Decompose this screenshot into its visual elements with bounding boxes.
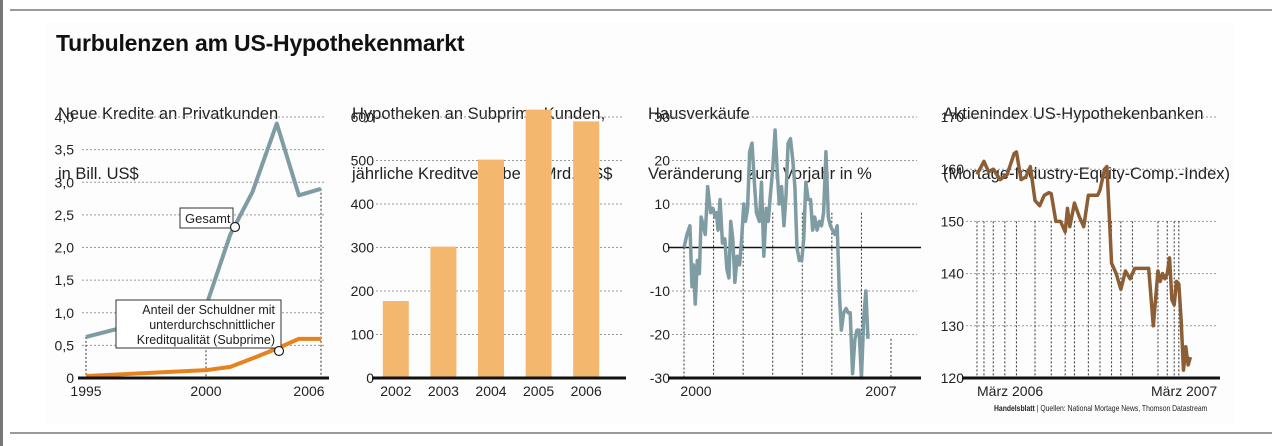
series-hausverkaeufe-line (682, 128, 870, 380)
y-tick-label: 600 (351, 109, 375, 125)
subprime-label-line: Anteil der Schuldner mit (142, 303, 275, 317)
gesamt-label: Gesamt (185, 211, 231, 226)
y-tick-label: -10 (650, 283, 670, 299)
chart1-subtitle: Neue Kredite an Privatkunden in Bill. US… (58, 64, 278, 204)
x-tick-label: 2003 (428, 383, 459, 399)
series-subprime-line (85, 336, 321, 379)
series-index-line (975, 150, 1193, 372)
bar-2006 (573, 121, 600, 378)
chart1-subtitle-line1: Neue Kredite an Privatkunden (58, 105, 279, 123)
credit-sources: Quellen: National Mortage News, Thomson … (1040, 403, 1208, 413)
y-tick-label: 3,0 (55, 174, 75, 190)
x-tick-label: 2000 (190, 383, 221, 399)
y-tick-label: 3,5 (55, 142, 75, 158)
y-tick-label: 1,5 (55, 272, 75, 288)
y-tick-label: 300 (351, 240, 375, 256)
credit-separator: | (1034, 403, 1041, 413)
y-tick-label: 500 (351, 153, 375, 169)
y-tick-label: 170 (941, 109, 965, 125)
y-tick-label: 10 (654, 196, 670, 212)
bottom-rule (10, 432, 1272, 434)
x-tick-label: 2006 (571, 383, 602, 399)
y-tick-label: 0 (662, 240, 670, 256)
subprime-label-line: Kreditqualität (Subprime) (137, 333, 275, 347)
y-tick-label: 1,0 (55, 305, 75, 321)
bar-2003 (430, 246, 457, 378)
y-tick-label: 0,5 (55, 337, 75, 353)
left-edge (0, 0, 3, 446)
x-tick-label: 1995 (70, 383, 101, 399)
x-tick-label: 2000 (680, 383, 711, 399)
y-tick-label: 20 (654, 153, 670, 169)
subprime-label-line: unterdurchschnittlicher (149, 318, 275, 332)
y-tick-label: 150 (941, 213, 965, 229)
top-rule (10, 9, 1272, 11)
graphic-panel (45, 22, 1235, 424)
y-tick-label: 2,5 (55, 207, 75, 223)
bar-2004 (478, 159, 504, 378)
y-tick-label: 200 (351, 283, 375, 299)
y-tick-label: 120 (941, 370, 965, 386)
y-tick-label: -20 (650, 327, 670, 343)
source-credit: Handelsblatt | Quellen: National Mortage… (994, 403, 1207, 413)
y-tick-label: 140 (941, 266, 965, 282)
y-tick-label: -30 (650, 370, 670, 386)
bar-2002 (382, 301, 409, 378)
graphic-title: Turbulenzen am US-Hypothekenmarkt (56, 30, 465, 56)
gesamt-marker (229, 221, 241, 233)
y-tick-label: 30 (654, 109, 670, 125)
y-tick-label: 0 (366, 370, 374, 386)
x-tick-label: März 2007 (1151, 383, 1217, 399)
credit-brand: Handelsblatt (994, 403, 1035, 413)
x-tick-label: 2007 (865, 383, 896, 399)
x-tick-label: 2006 (293, 383, 324, 399)
subprime-marker (273, 345, 285, 357)
chart3-subtitle-line1: Hausverkäufe (648, 105, 750, 123)
chart4-subtitle-line1: Aktienindex US-Hypothekenbanken (943, 105, 1204, 123)
y-tick-label: 400 (351, 196, 375, 212)
chart2-subtitle-line1: Hypotheken an Subprime-Kunden, (352, 105, 606, 123)
subprime-label-box (115, 299, 282, 349)
y-tick-label: 2,0 (55, 240, 75, 256)
x-tick-label: 2005 (523, 383, 554, 399)
chart3-subtitle: Hausverkäufe Veränderung zum Vorjahr in … (648, 64, 872, 204)
gesamt-label-box (179, 207, 234, 229)
y-tick-label: 0 (66, 370, 74, 386)
x-tick-label: 2004 (475, 383, 506, 399)
x-tick-label: 2002 (380, 383, 411, 399)
y-tick-label: 4,0 (55, 109, 75, 125)
y-tick-label: 130 (941, 318, 965, 334)
x-tick-label: März 2006 (977, 383, 1043, 399)
bar-2005 (525, 109, 552, 378)
y-tick-label: 160 (941, 161, 965, 177)
chart1-subtitle-line2: in Bill. US$ (58, 165, 139, 183)
y-tick-label: 100 (351, 327, 375, 343)
